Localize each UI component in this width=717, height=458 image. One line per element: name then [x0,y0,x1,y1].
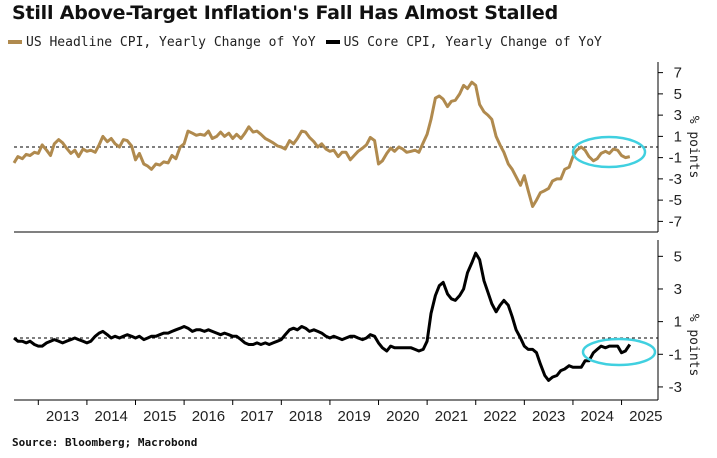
highlight-ellipse-core [581,337,657,367]
highlight-ellipse-headline [571,135,647,169]
series-line-core [13,251,632,382]
x-tick-label: 2016 [192,408,225,425]
series-line-headline [12,80,631,208]
legend: US Headline CPI, Yearly Change of YoY US… [8,33,612,51]
bottom-y-tick-label: 5 [674,248,682,265]
top-y-tick-label: 3 [674,107,682,124]
legend-swatch-core [325,40,340,44]
top-y-tick-label: 7 [674,65,682,82]
x-tick-label: 2013 [46,408,79,425]
x-tick-label: 2023 [532,408,565,425]
top-y-axis-label: % points [686,116,701,179]
top-y-tick-label: -1 [669,150,682,167]
top-y-tick-label: 1 [674,128,682,145]
top-y-ticks: 7 5 3 1 -1 -3 -5 -7 [658,65,682,230]
x-tick-label: 2015 [143,408,176,425]
x-tick-label: 2024 [581,408,614,425]
x-tick-label: 2021 [435,408,468,425]
x-tick-label: 2019 [338,408,371,425]
chart-title: Still Above-Target Inflation's Fall Has … [12,2,558,24]
legend-label-headline: US Headline CPI, Yearly Change of YoY [26,34,316,50]
legend-entry-core: US Core CPI, Yearly Change of YoY [325,34,602,50]
top-y-tick-label: -7 [669,213,682,230]
top-y-tick-label: -5 [669,192,682,209]
bottom-y-tick-label: 3 [674,281,682,298]
bottom-y-tick-label: -3 [669,379,682,396]
bottom-y-axis-label: % points [686,314,701,377]
top-y-tick-label: 5 [674,86,682,103]
x-tick-label: 2017 [240,408,273,425]
bottom-y-tick-label: 1 [674,314,682,331]
legend-label-core: US Core CPI, Yearly Change of YoY [343,34,602,50]
x-tick-label: 2025 [629,408,662,425]
source-note: Source: Bloomberg; Macrobond [12,436,198,449]
x-tick-label: 2018 [289,408,322,425]
legend-entry-headline: US Headline CPI, Yearly Change of YoY [8,35,316,50]
x-axis-ticks: 2013 2014 2015 2016 2017 2018 2019 2020 2021 2022… [37,400,663,425]
x-tick-label: 2014 [95,408,128,425]
x-tick-label: 2020 [386,408,419,425]
bottom-y-ticks: 5 3 1 -1 -3 [658,248,682,396]
bottom-y-tick-label: -1 [669,346,682,363]
top-y-tick-label: -3 [669,171,682,188]
legend-swatch-headline [8,40,22,44]
x-tick-label: 2022 [483,408,516,425]
